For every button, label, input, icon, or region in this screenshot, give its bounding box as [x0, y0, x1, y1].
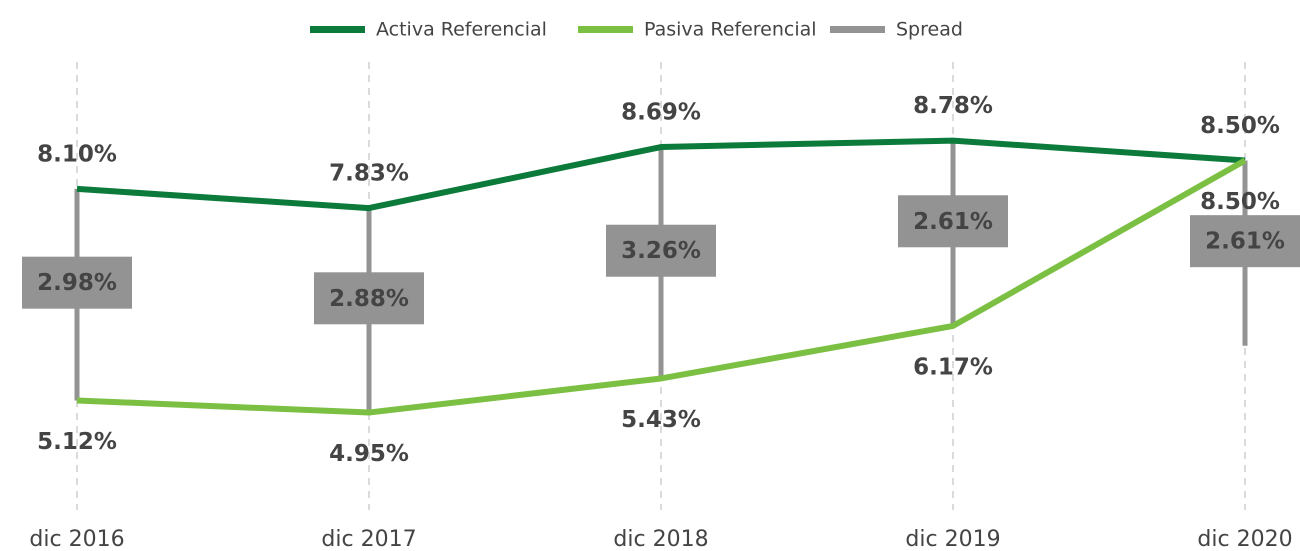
legend-label: Pasiva Referencial [644, 19, 817, 41]
spread-label-box [1190, 215, 1300, 268]
spread-value-label: 2.61% [913, 209, 993, 235]
spread-value-label: 2.98% [37, 270, 117, 296]
x-tick-label: dic 2018 [613, 527, 708, 551]
spread-value-label: 2.88% [329, 286, 409, 312]
spread-label-box [314, 272, 424, 325]
spread-label-box [22, 256, 132, 309]
series-line [76, 157, 1247, 416]
x-tick-label: dic 2020 [1197, 527, 1292, 551]
pasiva-value-label: 4.95% [329, 441, 409, 467]
spread-value-label: 3.26% [621, 238, 701, 264]
activa-value-label: 7.83% [329, 161, 409, 187]
spread-label-box [606, 224, 716, 277]
x-tick-label: dic 2016 [29, 527, 124, 551]
pasiva-value-label: 6.17% [913, 354, 993, 380]
legend-swatch [310, 26, 365, 33]
activa-value-label: 8.10% [37, 141, 117, 167]
activa-value-label: 8.78% [913, 93, 993, 119]
activa-value-label: 8.69% [621, 100, 701, 126]
pasiva-value-label: 5.12% [37, 429, 117, 455]
spread-value-label: 2.61% [1205, 229, 1285, 255]
x-tick-label: dic 2019 [905, 527, 1000, 551]
legend-label: Spread [896, 19, 963, 41]
pasiva-value-label: 8.50% [1200, 189, 1280, 215]
legend-label: Activa Referencial [376, 19, 547, 41]
pasiva-value-label: 5.43% [621, 407, 701, 433]
activa-value-label: 8.50% [1200, 113, 1280, 139]
series-line [76, 137, 1246, 212]
legend-swatch [578, 26, 633, 33]
x-tick-label: dic 2017 [321, 527, 416, 551]
legend-swatch [830, 26, 885, 33]
spread-label-box [898, 195, 1008, 248]
